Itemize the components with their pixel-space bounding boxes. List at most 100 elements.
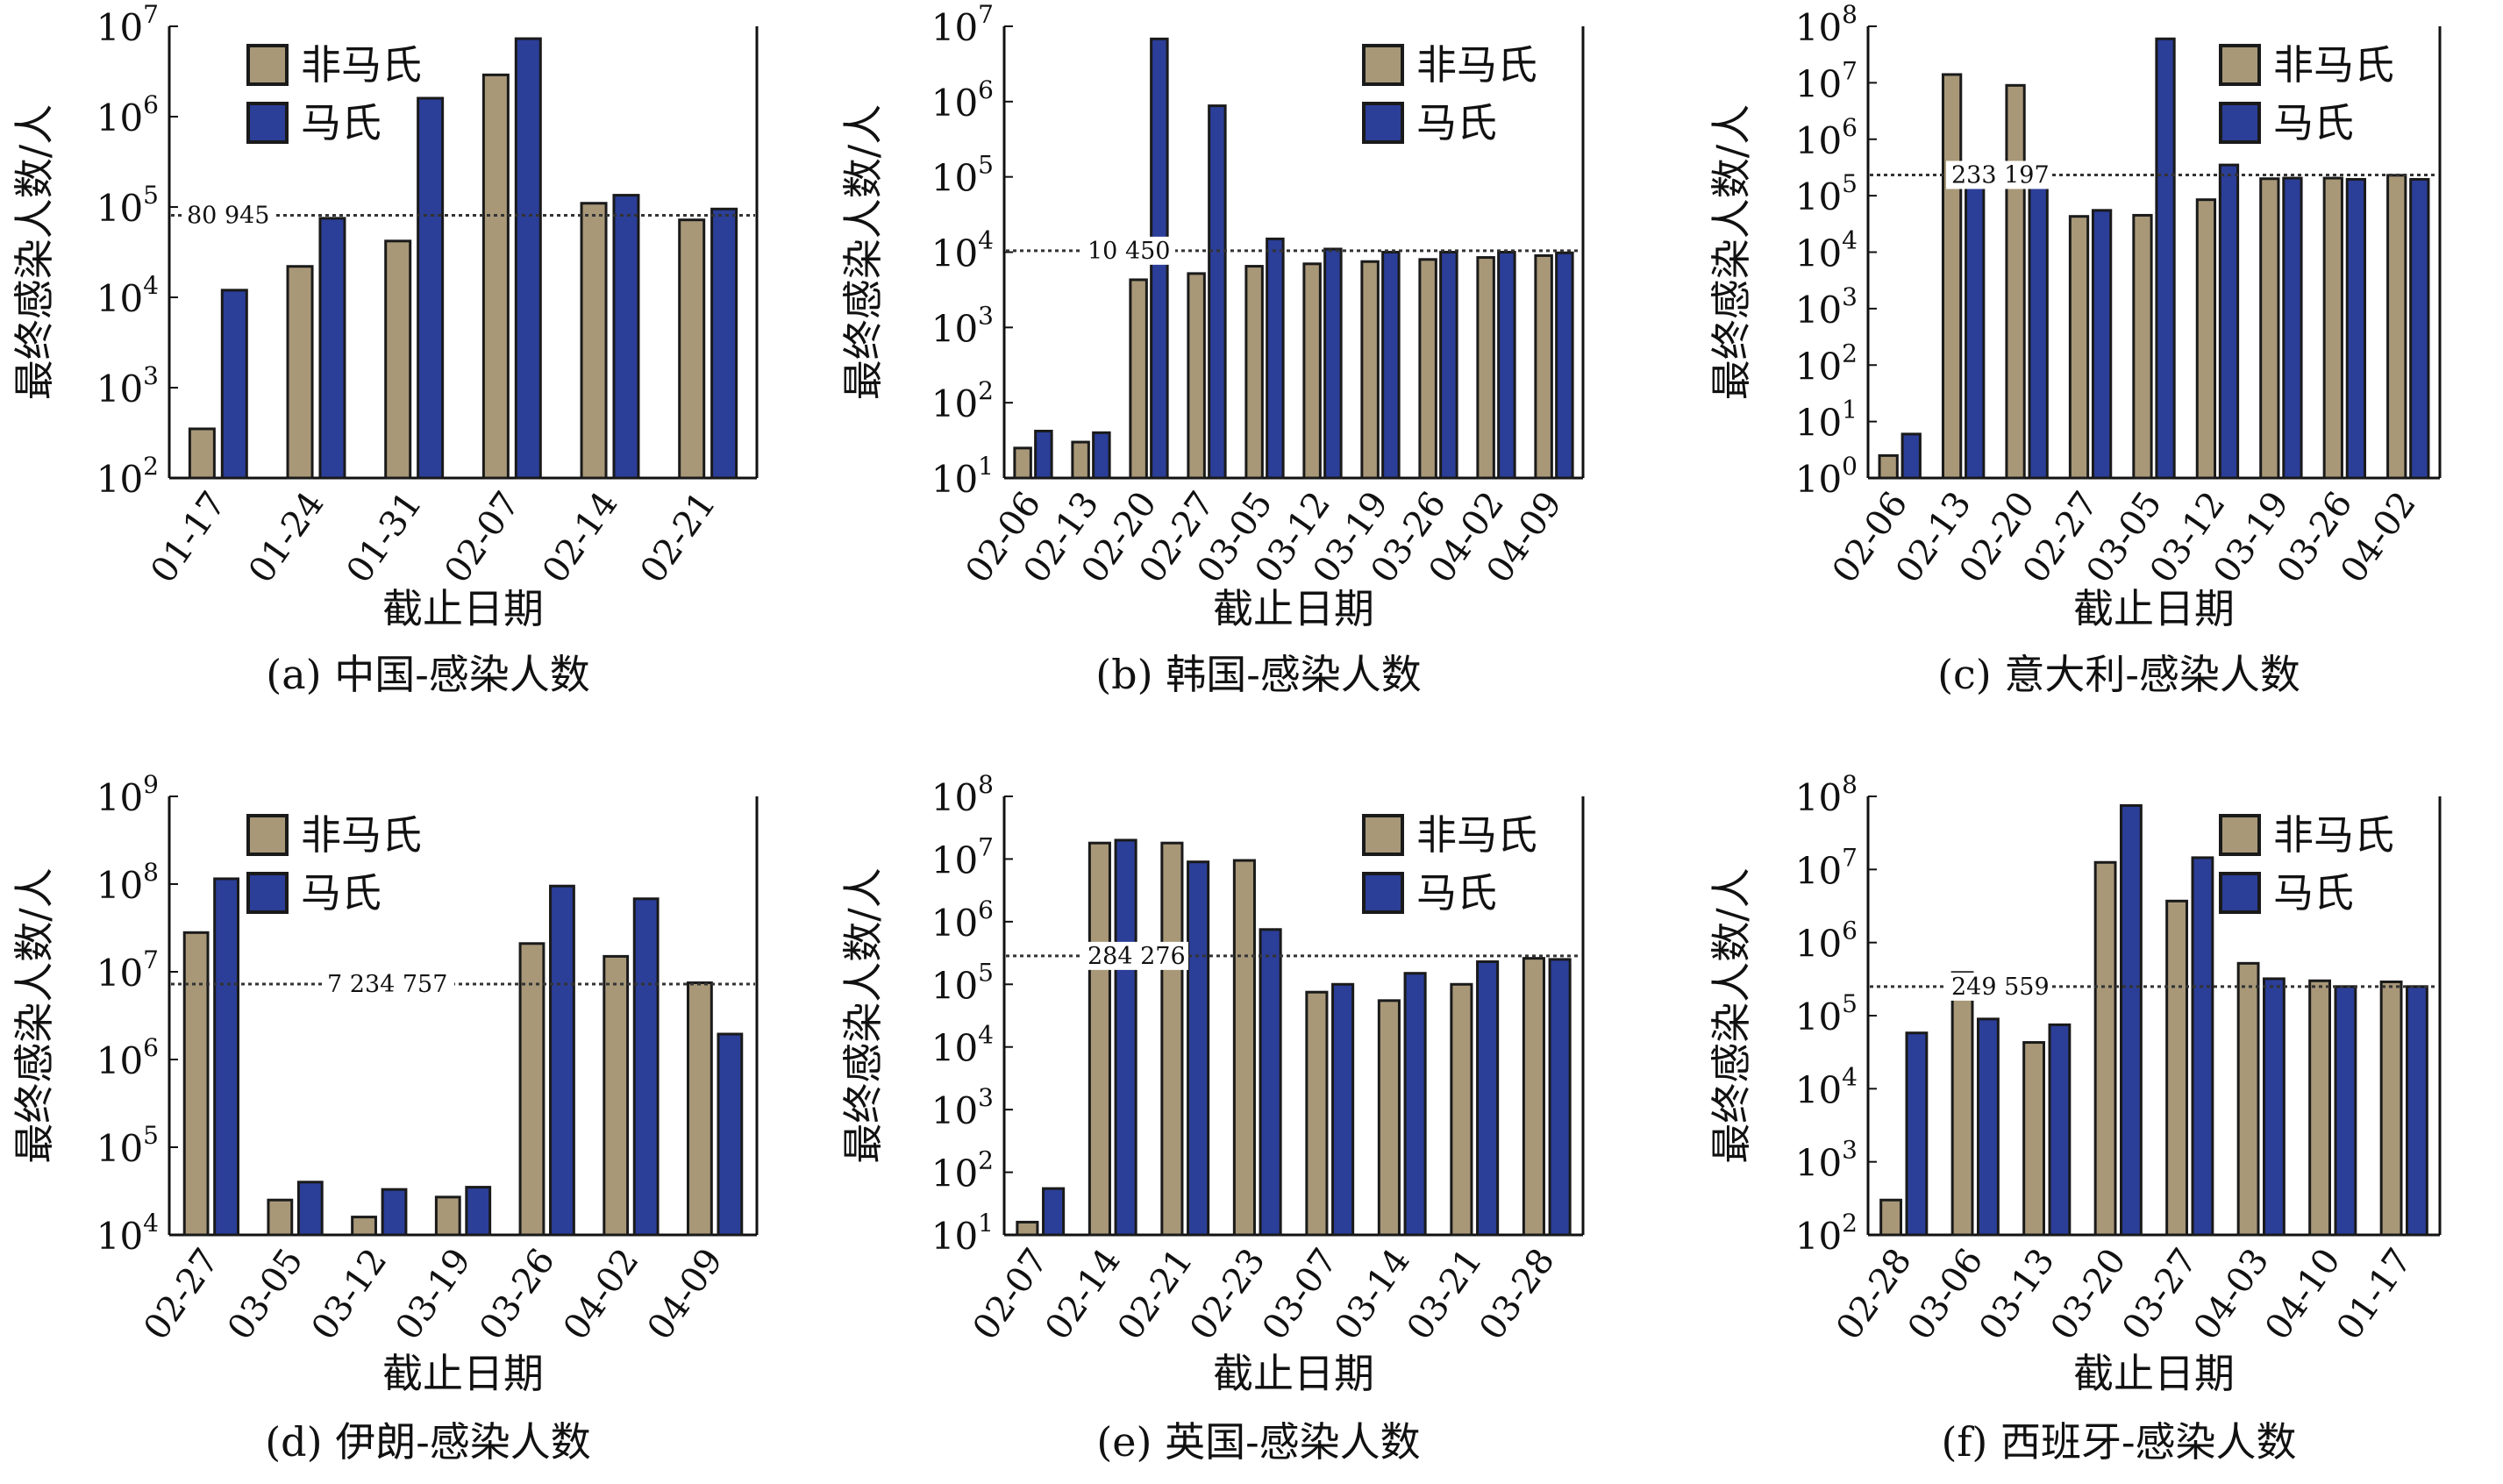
bar-non-markov bbox=[286, 265, 314, 480]
y-tick-label: 106 bbox=[96, 90, 159, 139]
bar-non-markov bbox=[182, 931, 210, 1237]
bar-non-markov bbox=[434, 1195, 461, 1237]
reference-label: 284 276 bbox=[1087, 943, 1186, 970]
panel-caption: (b) 韩国-感染人数 bbox=[1095, 651, 1422, 698]
bar-non-markov bbox=[1071, 440, 1090, 480]
x-tick-label: 02-14 bbox=[535, 484, 626, 590]
y-tick-label: 105 bbox=[96, 1121, 159, 1170]
bar-markov bbox=[1977, 1017, 2000, 1237]
y-tick-label: 104 bbox=[1795, 226, 1858, 275]
y-tick-label: 107 bbox=[1795, 56, 1858, 105]
legend-swatch-markov bbox=[2219, 102, 2261, 144]
reference-label-bg bbox=[182, 201, 275, 230]
bar-non-markov bbox=[481, 73, 510, 480]
bar-non-markov bbox=[1232, 859, 1256, 1237]
bar-non-markov bbox=[2093, 860, 2117, 1237]
bar-markov bbox=[1208, 104, 1227, 480]
bar-non-markov bbox=[2068, 215, 2090, 480]
x-tick-label: 01-17 bbox=[2329, 1241, 2421, 1347]
bar-non-markov bbox=[188, 427, 216, 480]
x-tick-label: 01-31 bbox=[339, 484, 431, 590]
reference-label-bg bbox=[1946, 161, 2052, 189]
x-tick-label: 03-26 bbox=[472, 1241, 563, 1347]
x-axis-label: 截止日期 bbox=[2073, 1350, 2235, 1397]
bar-non-markov bbox=[1160, 841, 1184, 1237]
legend-swatch-non-markov bbox=[246, 44, 289, 86]
y-tick-label: 103 bbox=[1795, 282, 1858, 332]
x-tick-label: 04-09 bbox=[640, 1241, 731, 1347]
legend-swatch-non-markov bbox=[1362, 44, 1404, 86]
bar-markov bbox=[2120, 803, 2143, 1237]
reference-label: 233 197 bbox=[1951, 161, 2050, 189]
bar-markov bbox=[632, 897, 660, 1237]
bar-non-markov bbox=[1534, 253, 1553, 480]
y-tick-label: 105 bbox=[931, 958, 994, 1007]
bar-markov bbox=[296, 1181, 324, 1237]
bar-markov bbox=[710, 207, 738, 480]
bar-non-markov bbox=[1418, 258, 1437, 480]
bar-markov bbox=[465, 1186, 492, 1237]
bar-markov bbox=[2334, 985, 2357, 1237]
reference-label: 7 234 757 bbox=[327, 971, 447, 998]
legend-label: 马氏 bbox=[301, 99, 382, 146]
bar-non-markov bbox=[2259, 177, 2280, 480]
legend-label: 马氏 bbox=[1416, 869, 1497, 917]
panel-e: 10110210310410510610710802-0702-1402-210… bbox=[839, 770, 1585, 1466]
reference-label-bg bbox=[1946, 972, 2052, 1001]
legend-label: 非马氏 bbox=[1416, 811, 1537, 859]
y-tick-label: 107 bbox=[931, 832, 994, 881]
panel-caption: (d) 伊朗-感染人数 bbox=[265, 1418, 591, 1466]
y-tick-label: 107 bbox=[931, 0, 994, 49]
bar-markov bbox=[417, 96, 445, 480]
bar-non-markov bbox=[1360, 260, 1380, 480]
x-tick-label: 03-27 bbox=[2114, 1241, 2206, 1347]
legend-label: 非马氏 bbox=[2273, 811, 2394, 859]
panel-b: 10110210310410510610702-0602-1302-2002-2… bbox=[839, 0, 1585, 698]
bar-markov bbox=[2191, 856, 2214, 1237]
bar-markov bbox=[2155, 37, 2176, 480]
reference-label-bg bbox=[322, 970, 454, 999]
x-axis-label: 截止日期 bbox=[2073, 585, 2235, 632]
x-tick-label: 03-14 bbox=[1327, 1241, 1418, 1347]
bar-non-markov bbox=[1450, 982, 1473, 1237]
bar-non-markov bbox=[1950, 971, 1974, 1237]
legend-label: 非马氏 bbox=[301, 41, 422, 89]
bar-non-markov bbox=[2386, 174, 2407, 480]
y-tick-label: 104 bbox=[931, 1021, 994, 1070]
bar-non-markov bbox=[2379, 980, 2403, 1237]
bar-non-markov bbox=[1305, 990, 1329, 1237]
bar-markov bbox=[1114, 838, 1137, 1237]
legend-label: 马氏 bbox=[2273, 99, 2354, 146]
bar-markov bbox=[2218, 163, 2240, 480]
bar-markov bbox=[2345, 177, 2367, 480]
bar-markov bbox=[514, 37, 542, 480]
bar-non-markov bbox=[384, 239, 412, 480]
bar-non-markov bbox=[678, 218, 706, 480]
x-tick-label: 03-13 bbox=[1972, 1241, 2063, 1347]
bar-markov bbox=[549, 884, 575, 1237]
x-tick-label: 02-07 bbox=[966, 1241, 1057, 1347]
y-axis-label: 最终感染人数/人 bbox=[1708, 104, 1755, 401]
bar-non-markov bbox=[603, 954, 630, 1237]
bar-markov bbox=[1900, 432, 1922, 480]
bar-markov bbox=[1187, 860, 1210, 1237]
y-tick-label: 102 bbox=[931, 1146, 994, 1195]
legend-swatch-non-markov bbox=[2219, 44, 2261, 86]
bar-markov bbox=[1905, 1031, 1929, 1237]
legend-swatch-non-markov bbox=[1362, 814, 1404, 856]
bar-markov bbox=[1042, 1187, 1066, 1237]
bar-markov bbox=[2263, 977, 2286, 1237]
y-tick-label: 101 bbox=[931, 452, 994, 501]
bar-markov bbox=[1965, 184, 1986, 480]
reference-label: 80 945 bbox=[187, 202, 269, 229]
legend-label: 非马氏 bbox=[301, 811, 422, 859]
x-tick-label: 03-07 bbox=[1255, 1241, 1346, 1347]
bar-non-markov bbox=[518, 942, 546, 1237]
x-tick-label: 01-24 bbox=[241, 484, 332, 590]
bar-non-markov bbox=[351, 1216, 377, 1237]
bar-markov bbox=[1034, 430, 1053, 480]
x-tick-label: 03-06 bbox=[1900, 1241, 1992, 1347]
bar-non-markov bbox=[267, 1198, 294, 1237]
y-axis-label: 最终感染人数/人 bbox=[11, 867, 58, 1164]
